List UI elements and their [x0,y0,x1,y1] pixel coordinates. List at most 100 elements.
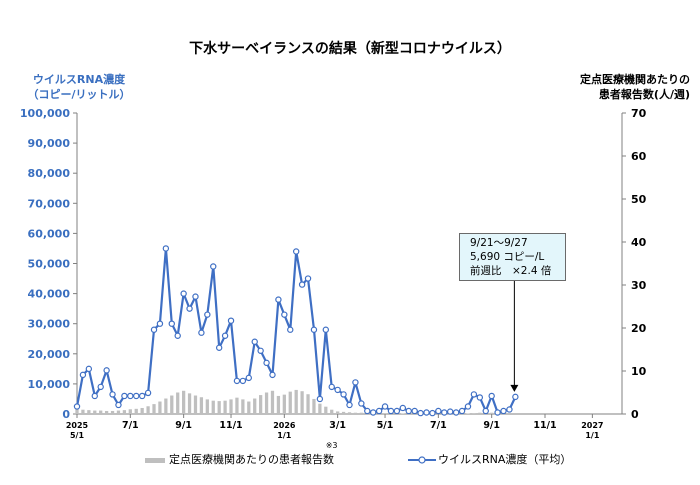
rna-line [75,247,517,415]
rna-point [251,338,258,345]
bar [116,410,121,414]
footnote-marker: ※3 [326,441,338,450]
rna-point [488,392,495,400]
rna-point [204,311,211,318]
callout-arrow-head [510,384,519,392]
bar [158,401,162,414]
rna-point [239,377,247,385]
rna-point [405,407,412,415]
rna-point [364,407,371,415]
left-tick-label: 20,000 [28,348,71,361]
left-tick-label: 30,000 [28,318,71,331]
rna-point [168,320,175,327]
left-tick-label: 80,000 [28,167,71,180]
bar [140,407,144,414]
bar [478,412,482,414]
rna-point [180,290,187,297]
legend-item-bars: 定点医療機関あたりの患者報告数 [145,451,334,467]
x-tick-label: 11/1 [533,420,556,431]
bar [164,398,168,414]
rna-point [186,305,193,312]
bar [229,399,233,414]
left-tick-label: 100,000 [20,107,70,120]
x-tick-label: 3/1 [329,420,346,431]
legend-bar-swatch [145,457,165,463]
rna-point [287,326,294,333]
rna-point [375,407,383,415]
bar [300,391,304,414]
bar [199,397,204,414]
rna-point [482,407,489,415]
bar [152,404,156,414]
rna-point [97,383,104,391]
rna-point [399,404,407,412]
rna-point [417,409,424,417]
left-tick-label: 50,000 [28,258,71,271]
bar [490,412,494,414]
rna-point [512,393,519,401]
right-tick-label: 20 [631,322,647,335]
bar [99,410,103,414]
rna-point [215,344,223,351]
x-tick-label: 9/1 [483,420,500,431]
rna-point [115,401,122,409]
bar [288,391,292,414]
rna-point [192,293,199,300]
x-tick-label: 7/1 [122,420,139,431]
bar [276,395,281,414]
rna-point [346,401,353,409]
bar [205,399,209,414]
rna-point [233,377,241,385]
rna-point [316,395,324,403]
rna-point [447,408,454,415]
rna-point [298,281,306,288]
bar [134,408,138,414]
bar [217,401,221,414]
rna-point [85,365,93,373]
bar [247,401,251,414]
bar [383,413,387,414]
bar [294,389,298,414]
bar [87,410,91,414]
bar [122,410,127,414]
rna-point [506,406,513,413]
rna-point [91,392,98,400]
bar [146,406,150,414]
bar [353,412,358,414]
bar [182,390,186,414]
x-tick-label-year: 1/1 [585,431,599,440]
rna-point [304,275,312,282]
bar [472,413,476,414]
rna-point [221,332,229,339]
left-tick-label: 60,000 [28,227,71,240]
right-axis-title: 定点医療機関あたりの 患者報告数(人/週) [550,72,690,102]
bar [312,398,316,414]
left-axis-title-line1: ウイルスRNA濃度 [32,73,126,86]
right-tick-label: 10 [631,365,647,378]
bar [110,410,115,414]
legend-line-label: ウイルスRNA濃度（平均） [438,453,572,466]
rna-point [334,386,341,394]
bar [306,394,310,414]
bar [104,410,109,414]
legend-line-swatch [408,456,436,464]
bar [253,398,257,414]
rna-point [352,379,359,386]
rna-point [369,409,377,416]
left-axis-title: ウイルスRNA濃度 （コピー/リットル） [14,72,144,102]
x-tick-label: 2026 [273,421,296,430]
rna-point [257,347,264,354]
rna-point [381,403,389,410]
rna-point [411,407,418,415]
rna-point [263,359,270,367]
x-tick-label: 9/1 [175,420,192,431]
rna-point [393,407,401,415]
right-axis-title-line2: 患者報告数(人/週) [598,88,690,101]
rna-point [144,389,152,397]
x-tick-label: 2027 [581,421,603,430]
legend-item-line: ウイルスRNA濃度（平均） [408,451,571,467]
legend-bar-label: 定点医療機関あたりの患者報告数 [169,453,334,466]
rna-point [476,394,484,401]
rna-point [127,392,134,400]
